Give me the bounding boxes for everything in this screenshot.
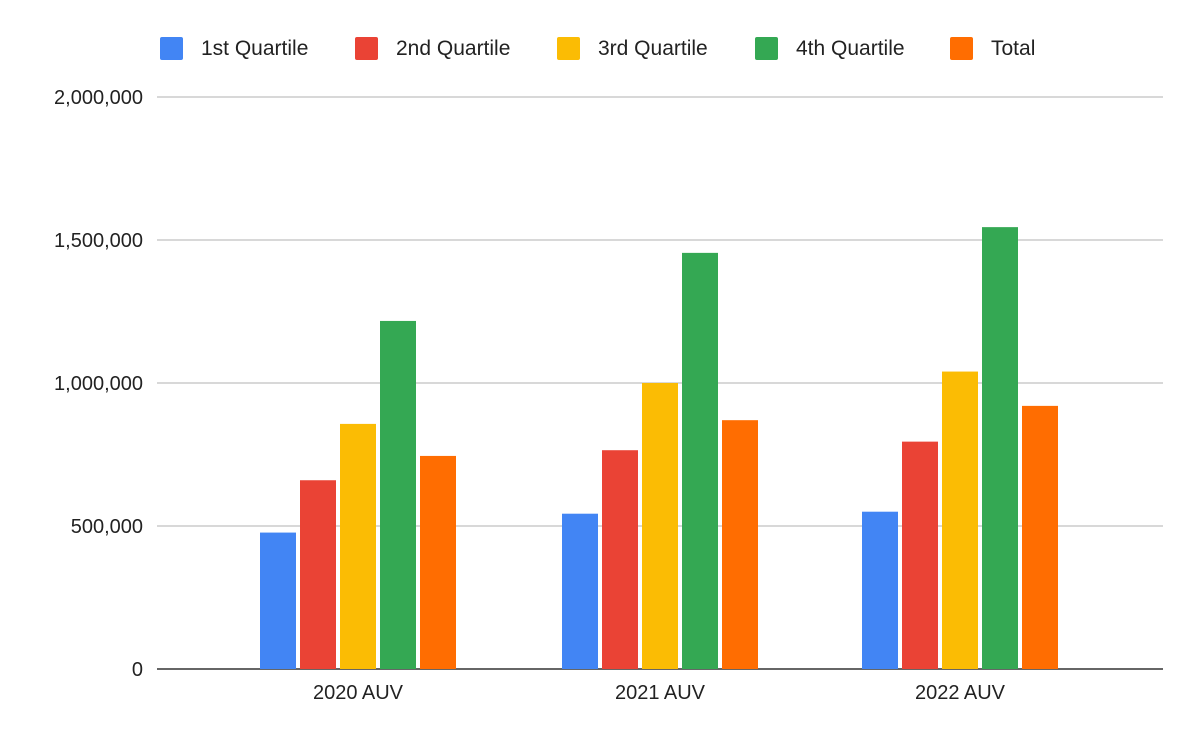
legend-swatch (355, 37, 378, 60)
bar-2nd-quartile (602, 450, 638, 669)
x-tick-label: 2020 AUV (313, 682, 404, 704)
legend-label: Total (991, 37, 1035, 60)
legend-item: 3rd Quartile (557, 37, 708, 60)
bar-total (722, 420, 758, 669)
legend: 1st Quartile 2nd Quartile 3rd Quartile 4th … (160, 37, 1035, 60)
legend-label: 4th Quartile (796, 37, 905, 60)
bar-3rd-quartile (642, 383, 678, 669)
bar-4th-quartile (982, 227, 1018, 669)
bar-total (1022, 405, 1058, 669)
bar-4th-quartile (682, 252, 718, 669)
bar-2nd-quartile (300, 480, 336, 669)
legend-label: 3rd Quartile (598, 37, 708, 60)
legend-swatch (755, 37, 778, 60)
legend-swatch (557, 37, 580, 60)
y-tick-label: 2,000,000 (54, 87, 143, 109)
legend-label: 2nd Quartile (396, 37, 510, 60)
legend-item: 2nd Quartile (355, 37, 510, 60)
y-axis-ticks: 0 500,000 1,000,000 1,500,000 2,000,000 (54, 87, 143, 681)
bar-1st-quartile (562, 513, 598, 669)
bar-2nd-quartile (902, 441, 938, 669)
bar-total (420, 455, 456, 669)
bar-3rd-quartile (942, 371, 978, 669)
legend-item: Total (950, 37, 1035, 60)
y-tick-label: 500,000 (71, 516, 143, 538)
bar-3rd-quartile (340, 423, 376, 669)
y-tick-label: 0 (132, 659, 143, 681)
legend-swatch (950, 37, 973, 60)
bar-1st-quartile (862, 511, 898, 669)
bars (260, 227, 1058, 669)
x-tick-label: 2022 AUV (915, 682, 1006, 704)
bar-4th-quartile (380, 320, 416, 669)
legend-item: 1st Quartile (160, 37, 308, 60)
bar-1st-quartile (260, 532, 296, 669)
y-tick-label: 1,500,000 (54, 230, 143, 252)
x-axis-ticks: 2020 AUV 2021 AUV 2022 AUV (313, 682, 1006, 704)
x-tick-label: 2021 AUV (615, 682, 706, 704)
legend-label: 1st Quartile (201, 37, 308, 60)
legend-swatch (160, 37, 183, 60)
legend-item: 4th Quartile (755, 37, 905, 60)
y-tick-label: 1,000,000 (54, 373, 143, 395)
